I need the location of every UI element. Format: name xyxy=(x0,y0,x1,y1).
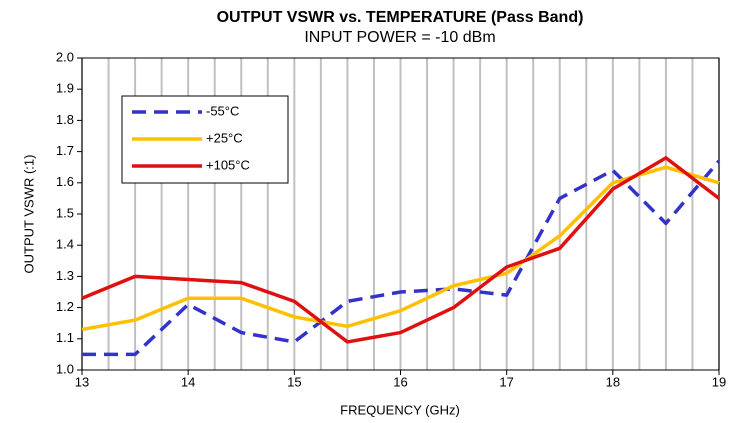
y-tick-label: 1.6 xyxy=(56,174,74,189)
y-tick-label: 1.3 xyxy=(56,268,74,283)
legend-label: +25°C xyxy=(206,130,243,145)
y-tick-label: 1.9 xyxy=(56,81,74,96)
series-line xyxy=(82,159,721,357)
y-tick-label: 1.5 xyxy=(56,205,74,220)
x-tick-label: 15 xyxy=(287,374,301,389)
chart-title: OUTPUT VSWR vs. TEMPERATURE (Pass Band) xyxy=(217,9,584,26)
x-tick-label: 13 xyxy=(75,374,89,389)
series-line xyxy=(81,165,720,332)
legend-label: +105°C xyxy=(206,157,250,172)
y-tick-label: 1.8 xyxy=(56,112,74,127)
x-tick-label: 14 xyxy=(181,374,195,389)
x-axis-label: FREQUENCY (GHz) xyxy=(340,402,460,417)
y-tick-label: 2.0 xyxy=(56,49,74,64)
y-tick-label: 1.2 xyxy=(56,299,74,314)
x-tick-label: 18 xyxy=(606,374,620,389)
legend-label: -55°C xyxy=(206,103,239,118)
x-tick-label: 19 xyxy=(712,374,726,389)
y-tick-label: 1.7 xyxy=(56,143,74,158)
chart-subtitle: INPUT POWER = -10 dBm xyxy=(304,29,495,46)
x-tick-label: 17 xyxy=(499,374,513,389)
y-tick-label: 1.4 xyxy=(56,237,74,252)
y-tick-label: 1.1 xyxy=(56,330,74,345)
y-tick-label: 1.0 xyxy=(56,361,74,376)
x-tick-label: 16 xyxy=(393,374,407,389)
y-axis-label: OUTPUT VSWR (:1) xyxy=(21,155,36,274)
series-line xyxy=(81,156,721,344)
